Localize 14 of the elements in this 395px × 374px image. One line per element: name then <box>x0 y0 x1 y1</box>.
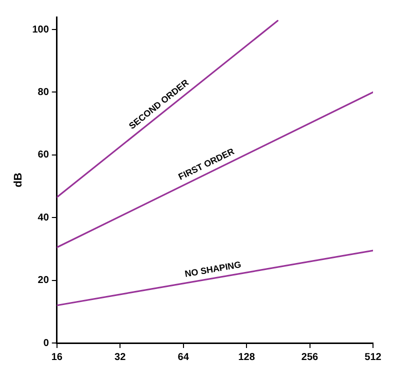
x-tick-label: 64 <box>178 352 190 363</box>
x-tick-label: 32 <box>114 352 126 363</box>
y-tick-label: 0 <box>43 338 50 349</box>
y-tick-label: 100 <box>32 24 50 36</box>
x-tick-label: 512 <box>364 352 382 363</box>
annotation: NO SHAPING <box>184 259 242 280</box>
y-tick-label: 40 <box>38 212 50 224</box>
y-tick-label: 20 <box>38 275 50 286</box>
y-tick-label: 60 <box>38 150 50 161</box>
y-axis-title: dB <box>12 172 25 188</box>
x-tick-label: 16 <box>51 352 63 363</box>
x-tick-label: 256 <box>301 352 319 363</box>
y-tick-label: 80 <box>38 86 50 98</box>
x-tick-label: 128 <box>238 352 256 363</box>
